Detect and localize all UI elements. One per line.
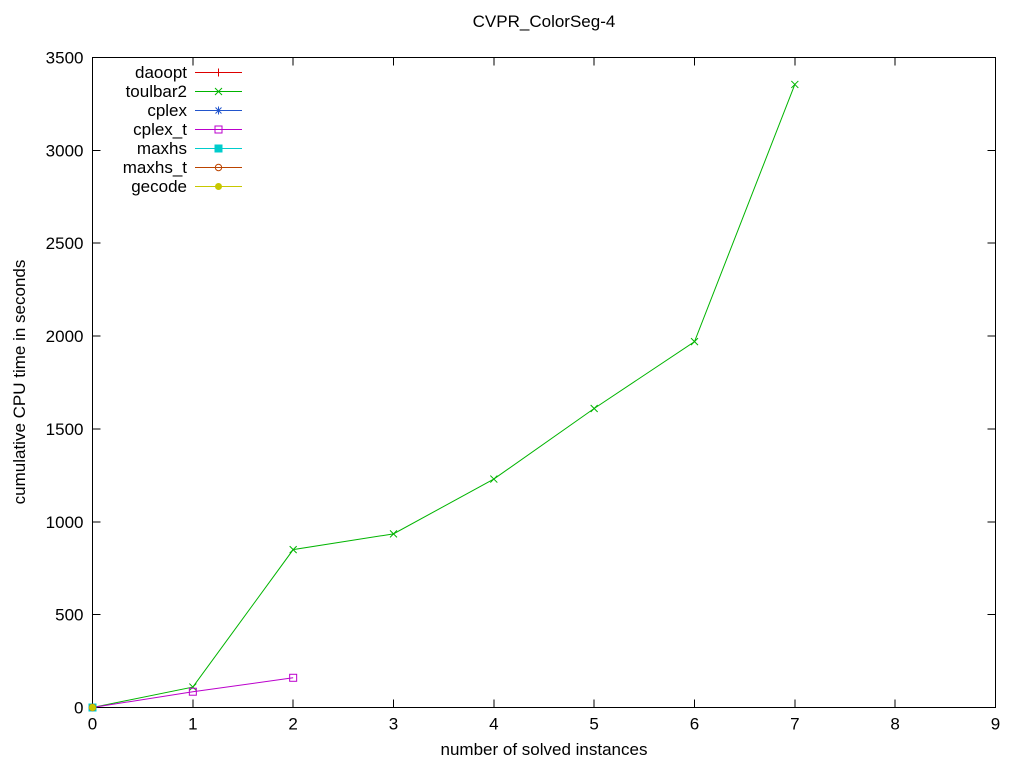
legend-label: daoopt [135,63,187,82]
legend-label: cplex_t [133,120,187,139]
marker-square-open [214,125,223,134]
legend-entry-cplex_t: cplex_t [133,120,242,139]
marker-cross [214,87,223,96]
y-tick-label: 0 [74,699,83,718]
series-gecode [89,704,96,711]
legend-label: cplex [147,101,187,120]
legend-entry-cplex: cplex [147,101,242,120]
y-tick-label: 2500 [46,234,84,253]
marker-cross [289,545,298,554]
x-tick-label: 2 [288,715,297,734]
marker-square-open [188,687,197,696]
legend-label: gecode [131,177,187,196]
legend-label: maxhs_t [123,158,188,177]
x-tick-label: 5 [589,715,598,734]
y-tick-label: 2000 [46,327,84,346]
y-tick-label: 500 [55,606,83,625]
marker-cross [389,530,398,538]
plot-frame [92,57,996,708]
x-tick-label: 4 [489,715,498,734]
series-toulbar2 [88,80,799,712]
marker-square-open [289,673,298,682]
marker-circle-open [214,163,223,172]
legend-entry-maxhs_t: maxhs_t [123,158,242,177]
x-tick-label: 0 [88,715,97,734]
marker-circle-filled [215,183,222,190]
marker-cross [188,683,197,691]
y-tick-label: 1500 [46,420,84,439]
x-tick-label: 8 [890,715,899,734]
legend-entry-daoopt: daoopt [135,63,242,82]
legend-entry-gecode: gecode [131,177,242,196]
x-ticks: 0 1 2 3 4 5 6 7 8 9 [88,57,1000,734]
x-tick-label: 6 [690,715,699,734]
marker-square-filled [214,144,223,153]
marker-cross [790,80,799,89]
marker-cross [489,475,498,483]
x-tick-label: 3 [389,715,398,734]
chart-title: CVPR_ColorSeg-4 [472,12,616,31]
marker-cross [690,337,699,346]
y-tick-label: 1000 [46,513,84,532]
x-axis-label: number of solved instances [440,740,648,759]
marker-cross [590,404,599,413]
marker-plus [214,68,223,77]
legend-entry-toulbar2: toulbar2 [126,82,242,101]
x-tick-label: 1 [188,715,197,734]
legend-label: maxhs [137,139,187,158]
legend-entry-maxhs: maxhs [137,139,242,158]
y-ticks: 0 500 1000 1500 2000 2500 3000 3500 [46,49,996,718]
marker-asterisk [214,106,223,115]
x-tick-label: 7 [790,715,799,734]
legend: daoopttoulbar2cplexcplex_tmaxhsmaxhs_tge… [123,63,242,196]
y-tick-label: 3000 [46,141,84,160]
legend-label: toulbar2 [126,82,187,101]
x-tick-label: 9 [991,715,1000,734]
y-tick-label: 3500 [46,49,84,68]
marker-circle-filled [89,704,96,711]
